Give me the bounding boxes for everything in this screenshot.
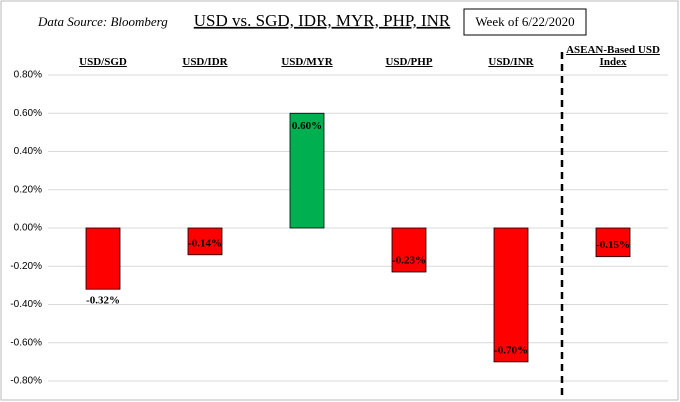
y-tick-label: -0.60% <box>10 337 42 348</box>
note: Week of 6/22/2020 <box>475 14 574 29</box>
bar <box>595 227 631 258</box>
value-label: 0.60% <box>292 120 322 132</box>
category-label: USD/MYR <box>281 56 333 68</box>
category-label: ASEAN-Based USD Index <box>566 44 660 68</box>
y-tick-label: -0.80% <box>10 376 42 387</box>
value-label: -0.14% <box>188 237 222 249</box>
bar <box>85 227 121 290</box>
y-tick-label: 0.60% <box>14 108 42 119</box>
source: Data Source: Bloomberg <box>37 14 168 29</box>
y-tick-label: -0.40% <box>10 299 42 310</box>
value-label: -0.32% <box>86 295 120 307</box>
y-tick-label: -0.20% <box>10 261 42 272</box>
category-label: USD/SGD <box>79 56 127 68</box>
category-label: USD/IDR <box>182 56 228 68</box>
value-label: -0.15% <box>596 239 630 251</box>
value-label: -0.70% <box>494 344 528 356</box>
bar <box>493 227 529 363</box>
bar <box>289 112 325 229</box>
y-tick-label: 0.80% <box>14 70 42 81</box>
y-tick-label: 0.20% <box>14 184 42 195</box>
bar <box>391 227 427 273</box>
chart-title: USD vs. SGD, IDR, MYR, PHP, INR <box>194 11 451 30</box>
y-tick-label: 0.40% <box>14 146 42 157</box>
note-box <box>463 8 587 36</box>
y-tick-label: 0.00% <box>14 223 42 234</box>
category-label: USD/INR <box>488 56 534 68</box>
value-label: -0.23% <box>392 255 426 267</box>
bar <box>187 227 223 256</box>
category-label: USD/PHP <box>385 56 433 68</box>
